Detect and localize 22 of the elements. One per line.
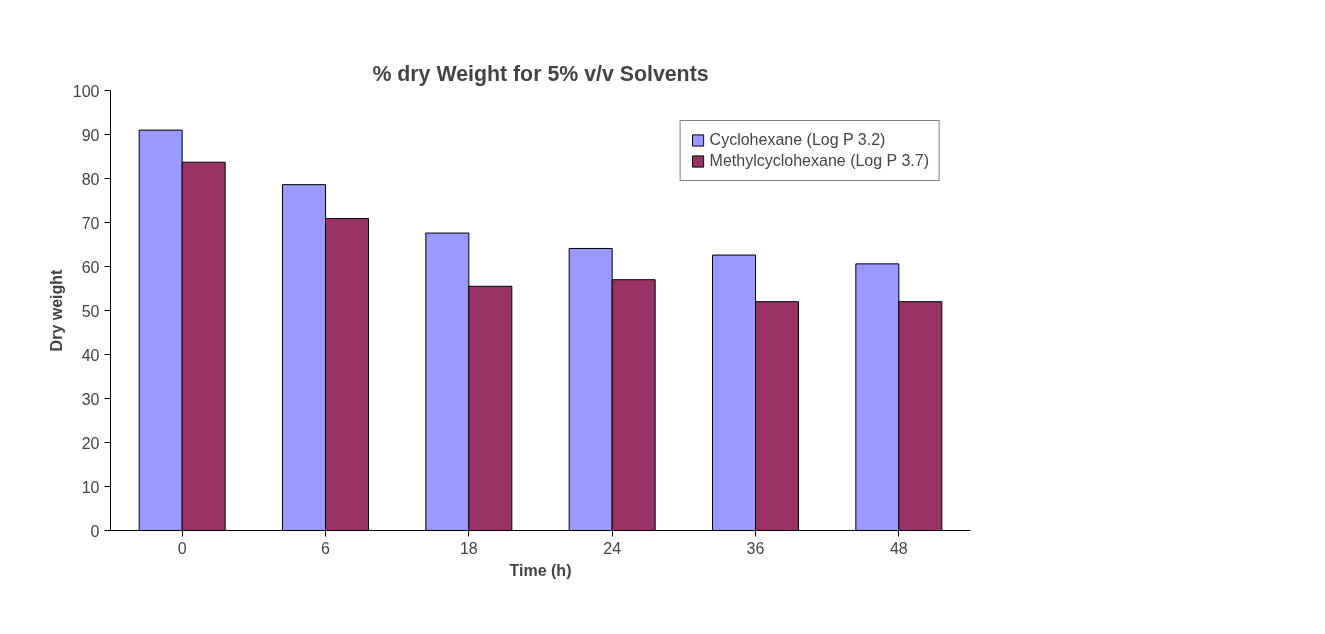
y-tick-label: 0 <box>90 522 100 540</box>
y-tick-label: 20 <box>81 434 100 452</box>
legend-label: Cyclohexane (Log P 3.2) <box>709 131 886 149</box>
y-tick-label: 80 <box>81 170 100 188</box>
y-tick-label: 50 <box>81 302 100 320</box>
chart-title: % dry Weight for 5% v/v Solvents <box>372 61 709 86</box>
x-tick-label: 18 <box>459 539 478 557</box>
y-tick-label: 10 <box>81 478 100 496</box>
y-tick-label: 30 <box>81 390 100 408</box>
x-tick-label: 36 <box>746 539 765 557</box>
y-axis-title: Dry weight <box>47 268 65 352</box>
x-tick-label: 0 <box>177 539 187 557</box>
x-tick-label: 24 <box>603 539 622 557</box>
y-tick-label: 40 <box>81 346 100 364</box>
x-tick-label: 6 <box>321 539 331 557</box>
x-tick-label: 48 <box>889 539 908 557</box>
y-tick-label: 60 <box>81 258 100 276</box>
y-tick-label: 100 <box>72 82 100 100</box>
y-tick-label: 90 <box>81 126 100 144</box>
x-axis-title: Time (h) <box>509 561 572 579</box>
legend-label: Methylcyclohexane (Log P 3.7) <box>709 152 929 170</box>
y-tick-label: 70 <box>81 214 100 232</box>
